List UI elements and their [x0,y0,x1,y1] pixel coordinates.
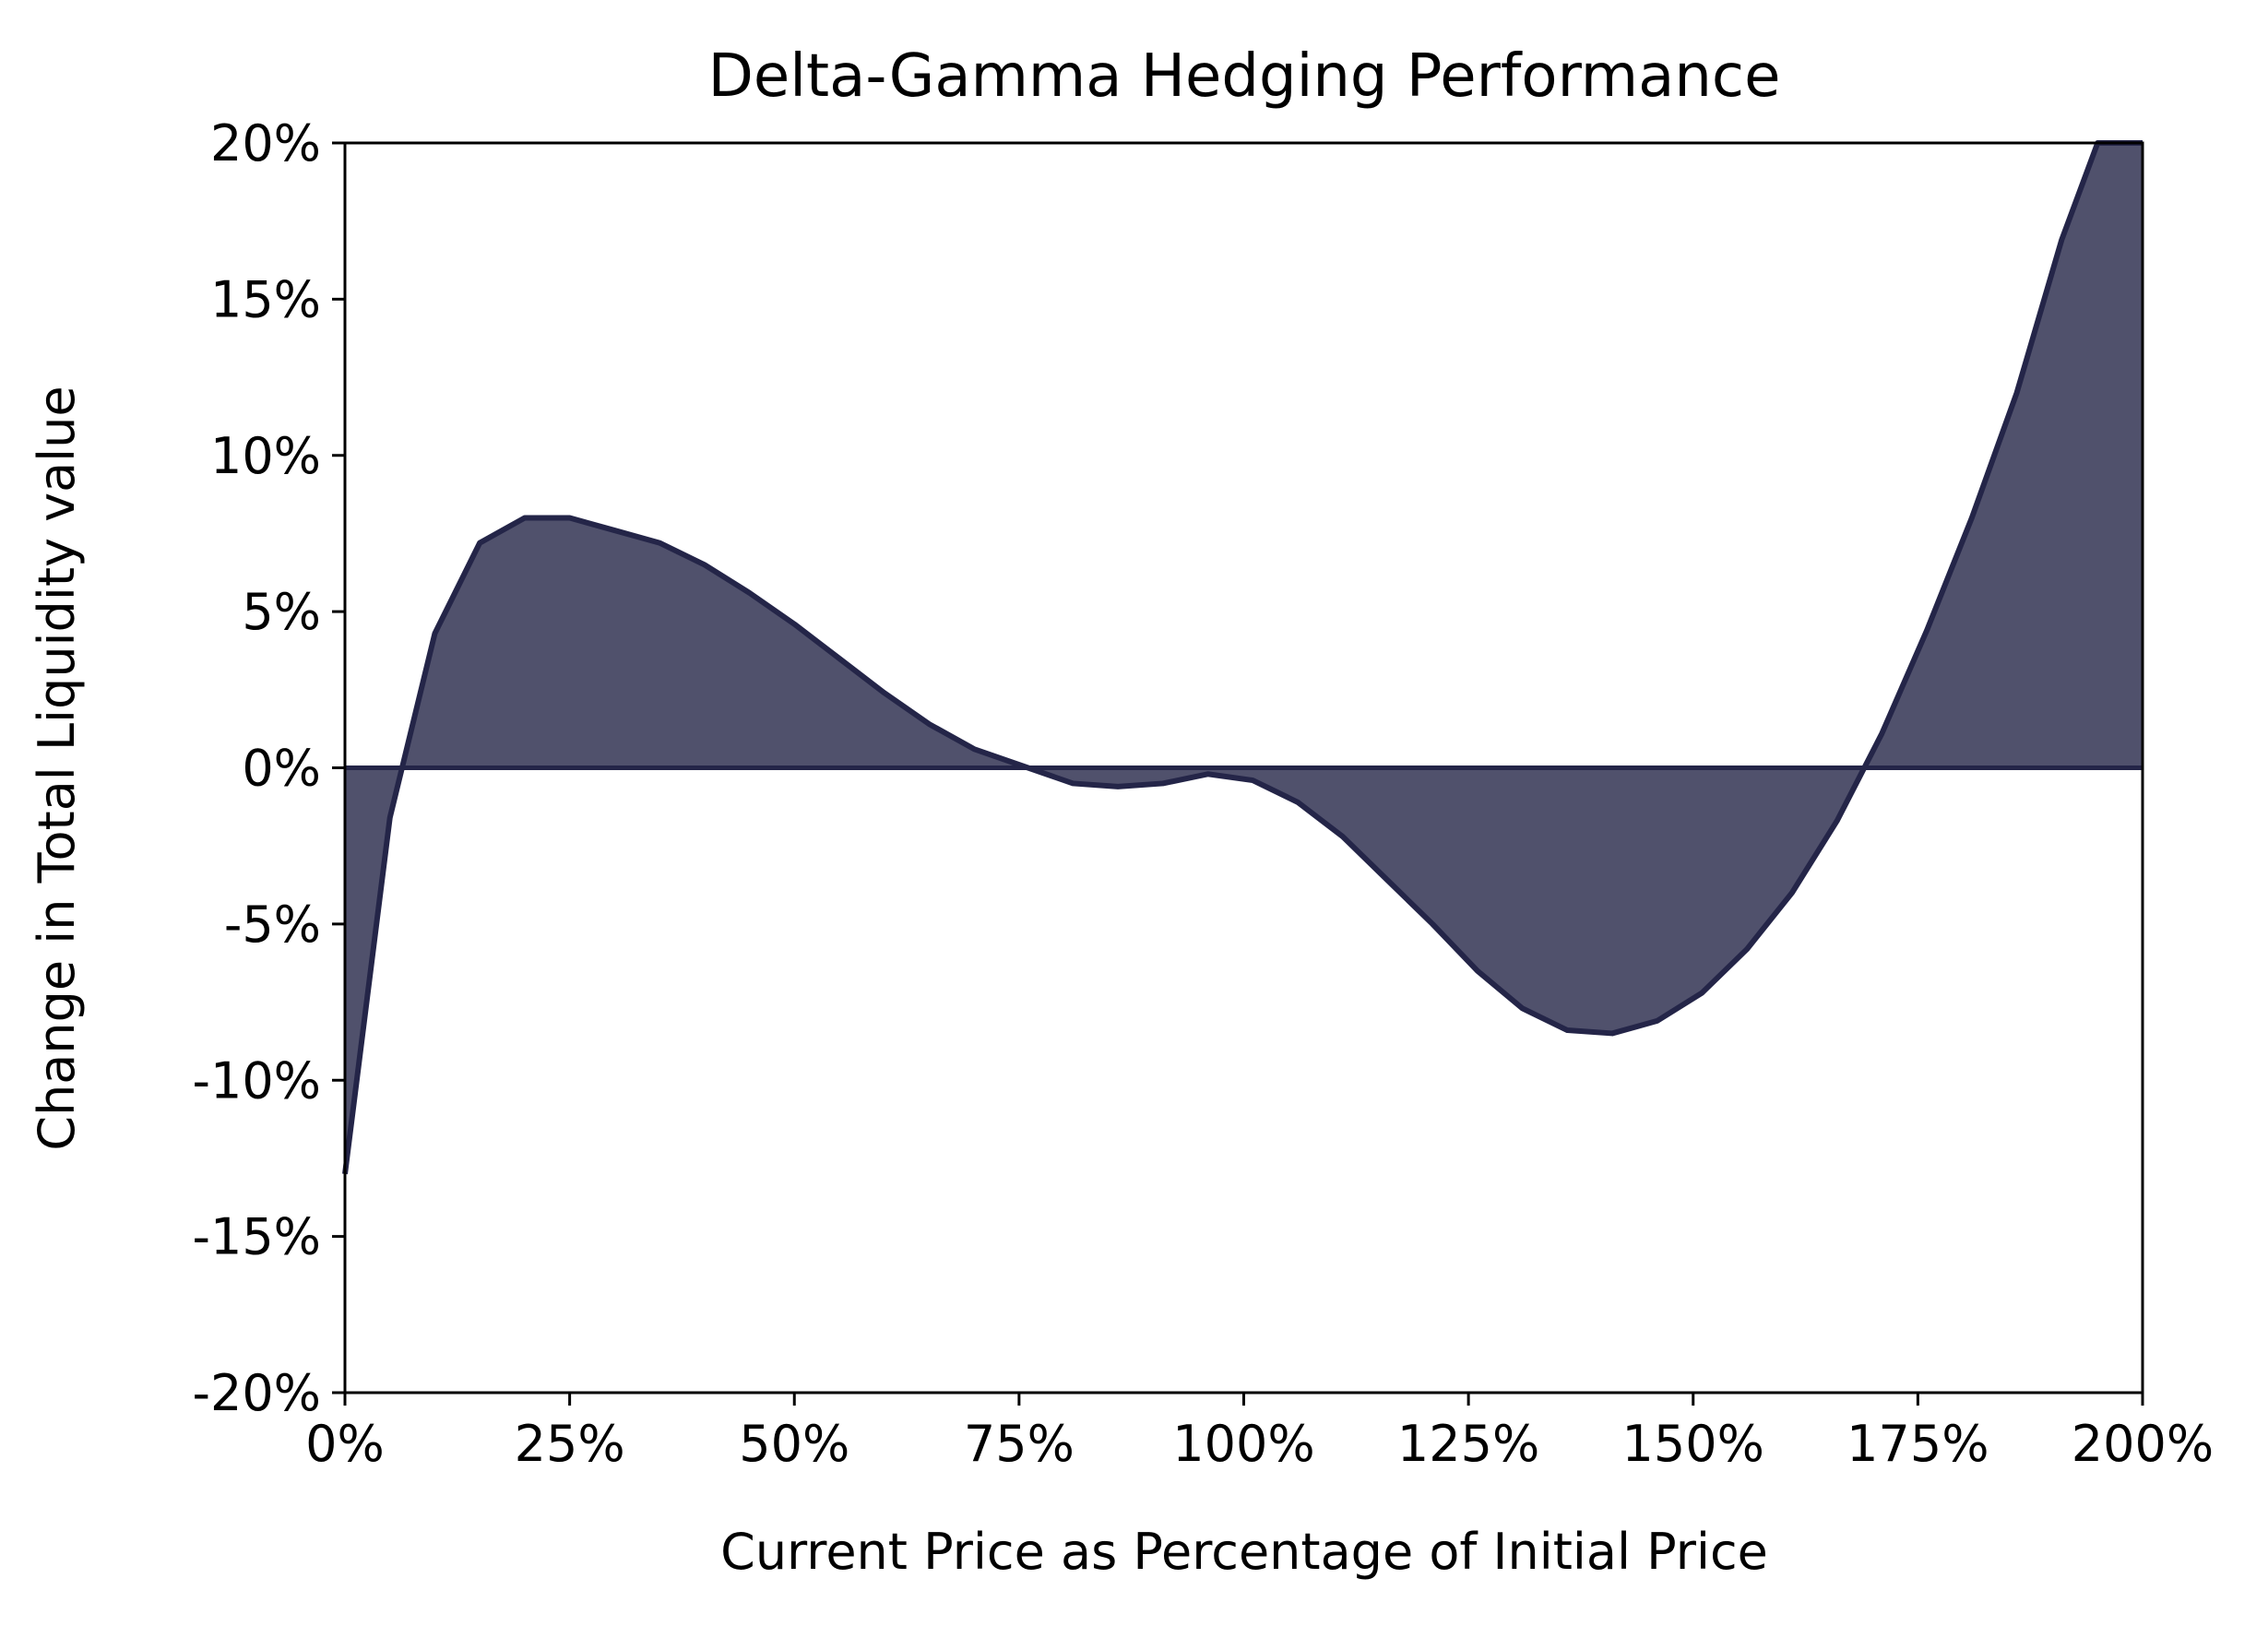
x-tick-label: 200% [2072,1415,2214,1473]
y-tick-label: -20% [192,1364,321,1422]
x-tick-label: 0% [305,1415,385,1473]
y-tick-label: -5% [224,896,321,954]
y-tick-label: 10% [210,427,321,485]
x-axis: 0% 25% 50% 75% 100% 125% 150% 175% 200% [305,1393,2214,1473]
x-tick-label: 100% [1172,1415,1314,1473]
y-axis-label: Change in Total Liquidity value [28,386,86,1150]
y-tick-label: -15% [192,1208,321,1266]
chart-title: Delta-Gamma Hedging Performance [708,42,1781,111]
x-tick-label: 50% [739,1415,849,1473]
y-tick-label: -10% [192,1051,321,1110]
series-line [342,140,2143,1175]
x-tick-label: 125% [1397,1415,1539,1473]
y-tick-label: 0% [242,740,321,798]
y-axis: 20% 15% 10% 5% 0% -5% -10% -15% -20% [192,114,345,1422]
y-tick-label: 20% [210,114,321,172]
y-tick-label: 5% [242,583,321,641]
x-tick-label: 25% [515,1415,625,1473]
area-fill [345,143,2143,1174]
y-tick-label: 15% [210,270,321,328]
x-axis-label: Current Price as Percentage of Initial P… [720,1523,1768,1581]
plot-area [342,140,2144,1395]
x-tick-label: 175% [1846,1415,1989,1473]
x-tick-label: 150% [1622,1415,1764,1473]
x-tick-label: 75% [964,1415,1075,1473]
